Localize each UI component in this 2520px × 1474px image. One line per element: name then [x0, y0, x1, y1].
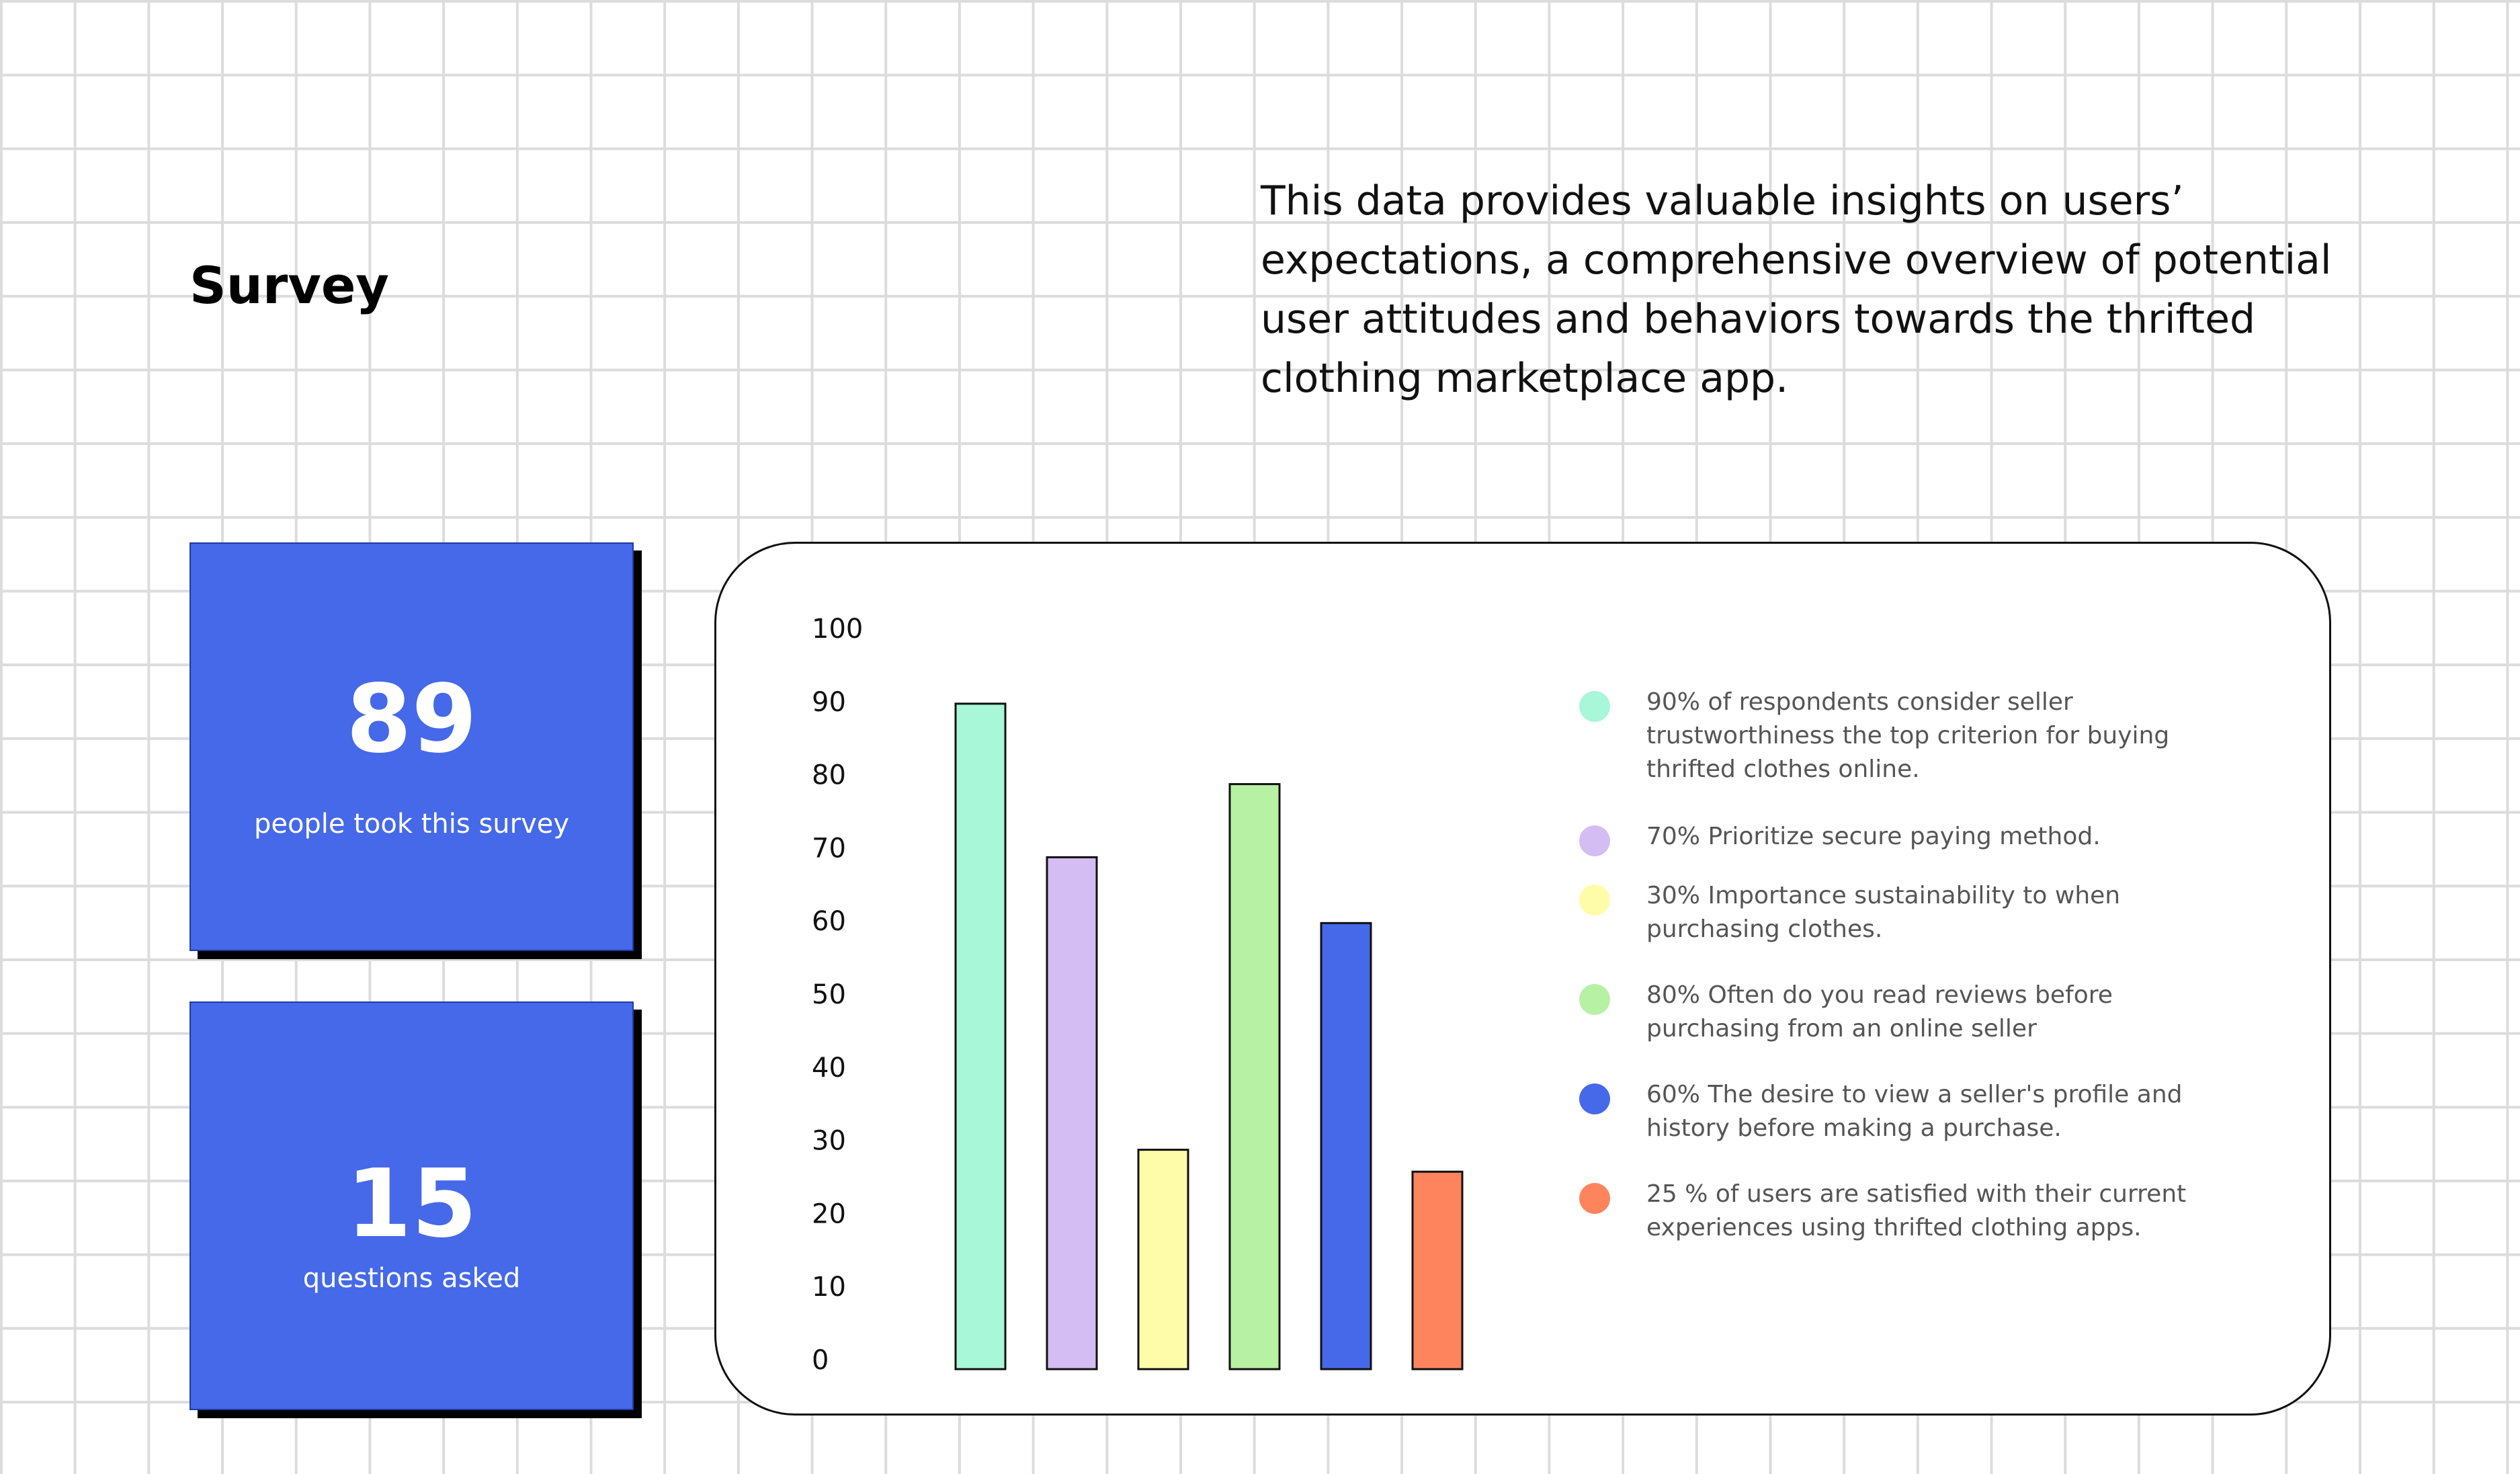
legend-item: 30% Importance sustainability to when pu…: [1566, 879, 2204, 946]
legend-swatch: [1579, 1183, 1610, 1214]
legend-swatch: [1579, 984, 1610, 1015]
y-tick-label: 70: [812, 833, 846, 864]
y-tick-label: 0: [812, 1345, 829, 1376]
legend-text: 90% of respondents consider seller trust…: [1646, 688, 2170, 783]
chart-legend: 90% of respondents consider seller trust…: [1566, 686, 2204, 1245]
legend-swatch: [1579, 885, 1610, 915]
bar: [1137, 1149, 1189, 1370]
y-tick-label: 20: [812, 1198, 846, 1229]
legend-text: 25 % of users are satisfied with their c…: [1646, 1180, 2187, 1241]
legend-text: 30% Importance sustainability to when pu…: [1646, 882, 2121, 943]
y-tick-label: 100: [812, 614, 863, 645]
stat-value: 89: [346, 665, 477, 774]
legend-item: 90% of respondents consider seller trust…: [1566, 686, 2204, 786]
legend-text: 60% The desire to view a seller's profil…: [1646, 1081, 2183, 1142]
legend-item: 25 % of users are satisfied with their c…: [1566, 1178, 2204, 1245]
stat-card-participants: 89 people took this survey: [190, 542, 634, 951]
bar: [1320, 922, 1372, 1370]
legend-item: 80% Often do you read reviews before pur…: [1566, 979, 2204, 1046]
y-tick-label: 10: [812, 1272, 846, 1303]
y-tick-label: 50: [812, 979, 846, 1010]
bar-chart: 0 10 20 30 40 50 60 70 80 90 100: [812, 614, 1464, 1376]
y-tick-label: 30: [812, 1126, 846, 1157]
bar: [954, 702, 1007, 1370]
stat-label: questions asked: [302, 1263, 521, 1294]
legend-item: 70% Prioritize secure paying method.: [1566, 820, 2204, 856]
legend-swatch: [1579, 691, 1610, 722]
legend-swatch: [1579, 825, 1610, 856]
stat-value: 15: [346, 1149, 477, 1259]
y-tick-label: 60: [812, 906, 846, 937]
legend-text: 80% Often do you read reviews before pur…: [1646, 981, 2113, 1042]
legend-item: 60% The desire to view a seller's profil…: [1566, 1078, 2204, 1145]
stat-card-questions: 15 questions asked: [190, 1001, 634, 1410]
bar: [1411, 1170, 1464, 1370]
legend-swatch: [1579, 1083, 1610, 1114]
y-tick-label: 90: [812, 687, 846, 718]
legend-text: 70% Prioritize secure paying method.: [1646, 823, 2101, 850]
y-tick-label: 40: [812, 1053, 846, 1083]
page-title: Survey: [190, 255, 389, 315]
y-tick-label: 80: [812, 760, 846, 791]
chart-card: 0 10 20 30 40 50 60 70 80 90 100: [714, 542, 2331, 1416]
bar: [1046, 856, 1098, 1370]
bar: [1228, 783, 1281, 1370]
stat-label: people took this survey: [253, 809, 570, 840]
intro-paragraph: This data provides valuable insights on …: [1261, 177, 2332, 402]
